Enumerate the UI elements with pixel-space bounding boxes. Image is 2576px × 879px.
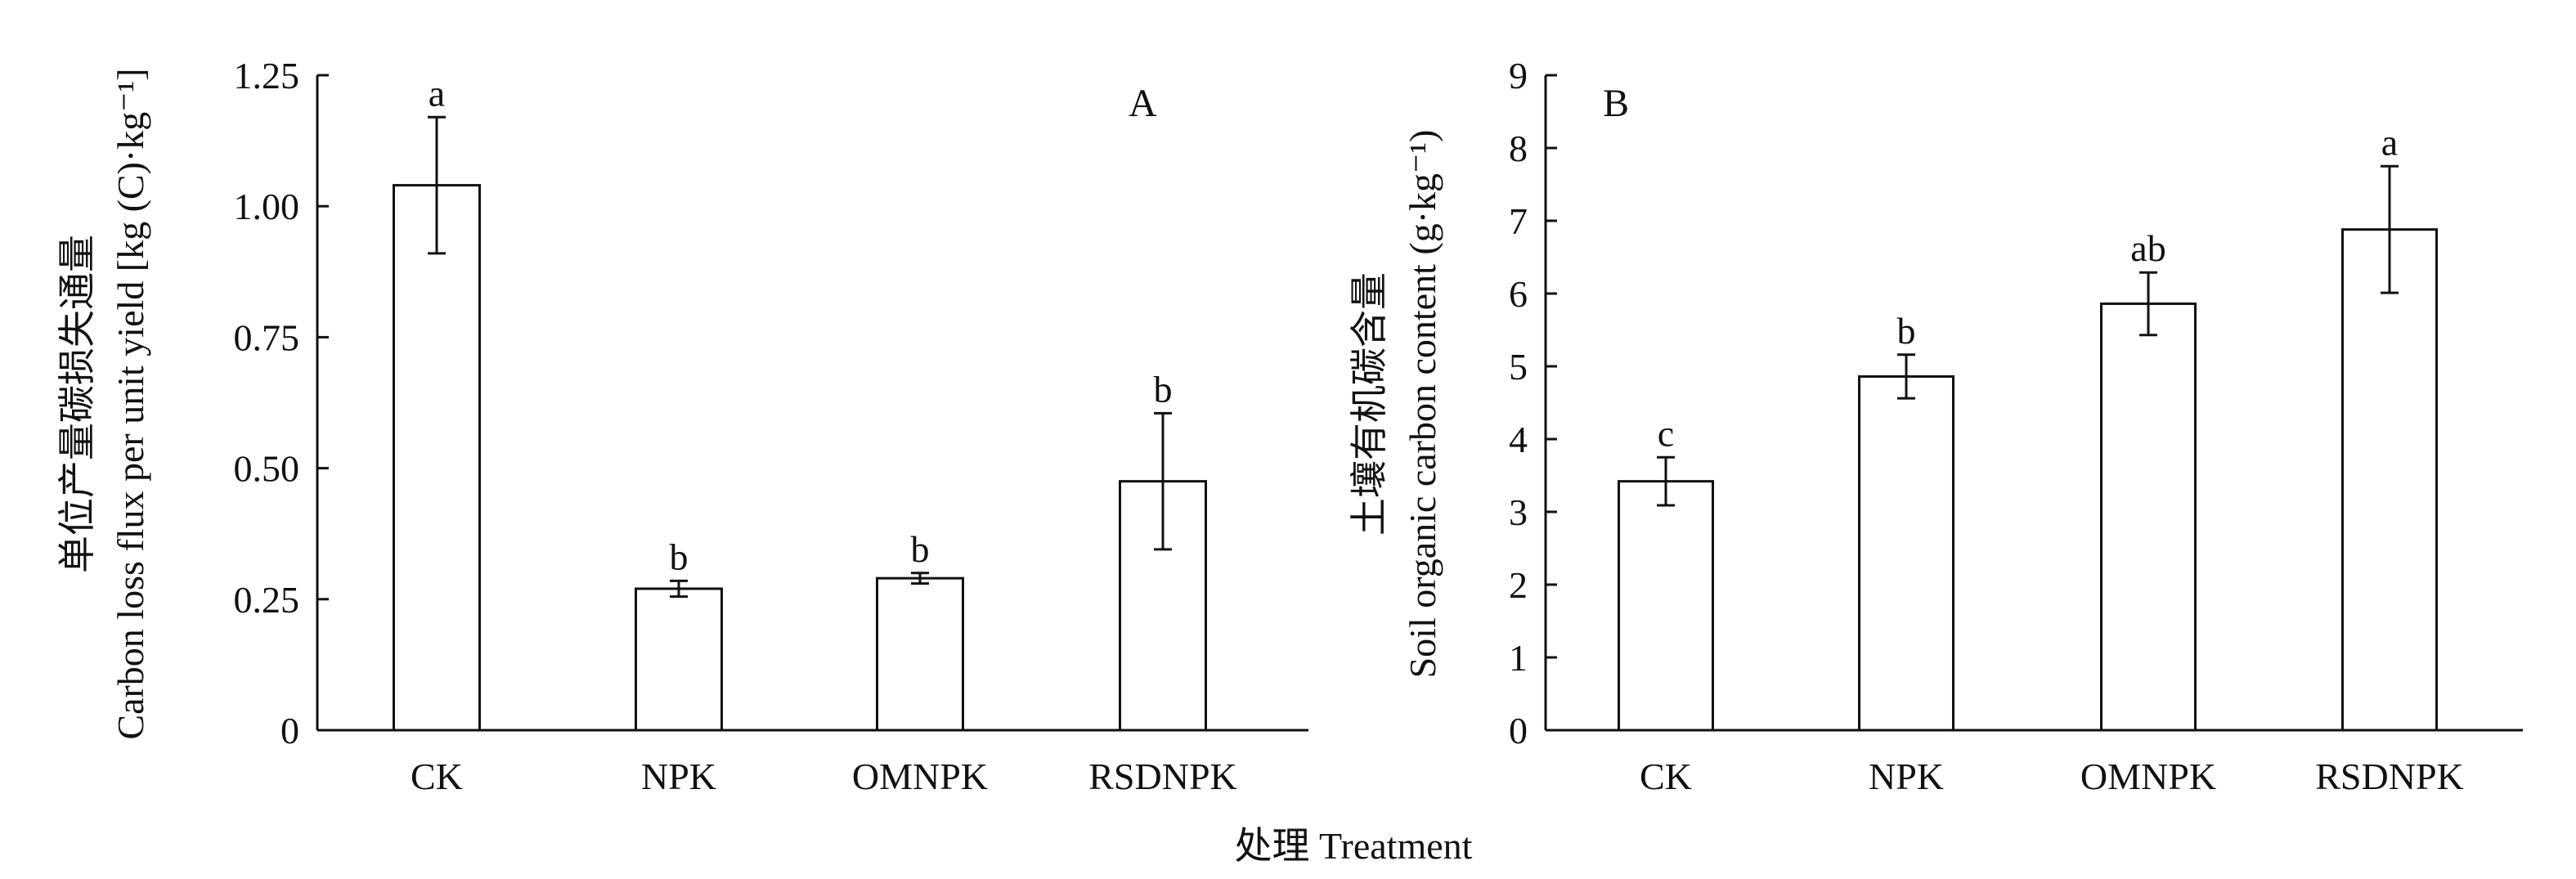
x-tick-label: OMNPK — [852, 756, 988, 797]
y-tick-label: 1.25 — [234, 55, 300, 96]
bar — [635, 587, 723, 732]
y-tick-label: 8 — [1509, 128, 1528, 169]
x-tick-label: NPK — [1869, 756, 1944, 797]
y-tick-label: 1 — [1509, 637, 1528, 679]
panel-label: A — [1129, 82, 1157, 125]
y-tick-label: 7 — [1509, 200, 1528, 242]
y-tick-label: 0.50 — [234, 448, 300, 490]
y-tick-label: 0 — [1509, 710, 1528, 751]
y-axis-label-en: Carbon loss flux per unit yield [kg (C)·… — [110, 68, 151, 739]
chart-panel-a: 0 0.25 0.50 0.75 1.00 1.25 a CK b NPK b OMNPK b RSDNP… — [56, 55, 1308, 797]
y-tick-label: 4 — [1509, 419, 1528, 460]
significance-label: c — [1658, 412, 1674, 454]
y-tick-label: 1.00 — [234, 186, 300, 227]
y-tick-label: 5 — [1509, 346, 1528, 388]
significance-label: a — [2381, 121, 2398, 163]
y-tick-label: 2 — [1509, 564, 1528, 606]
y-tick-label: 3 — [1509, 491, 1528, 533]
y-tick-label: 0.75 — [234, 316, 300, 358]
y-axis-label-en: Soil organic carbon content (g·kg⁻¹) — [1402, 130, 1443, 679]
x-tick-label: NPK — [641, 756, 716, 797]
y-tick-label: 9 — [1509, 55, 1528, 96]
x-tick-label: CK — [1640, 756, 1692, 797]
y-tick-label: 0 — [280, 710, 299, 751]
x-tick-label: OMNPK — [2080, 756, 2216, 797]
bar — [2341, 228, 2438, 732]
significance-label: a — [429, 72, 445, 114]
x-tick-label: CK — [411, 756, 463, 797]
x-tick-label: RSDNPK — [2315, 756, 2464, 797]
bar — [876, 576, 964, 732]
y-tick-label: 0.25 — [234, 579, 300, 621]
y-axis-label-cn: 土壤有机碳含量 — [1349, 272, 1390, 536]
y-axis-label-cn: 单位产量碳损失通量 — [56, 235, 98, 573]
significance-label: b — [911, 528, 930, 570]
significance-label: ab — [2130, 227, 2165, 269]
bar — [1858, 374, 1954, 732]
panel-label: B — [1603, 82, 1629, 125]
significance-label: b — [670, 536, 689, 577]
significance-label: b — [1897, 310, 1916, 352]
significance-label: b — [1154, 368, 1173, 410]
bar — [1618, 480, 1714, 732]
y-tick-label: 6 — [1509, 273, 1528, 315]
x-tick-label: RSDNPK — [1088, 756, 1237, 797]
bar — [2100, 302, 2197, 732]
chart-panel-b: 0 1 2 3 4 5 6 7 8 9 c CK b NPK ab OMNPK a RSDNPK B 土壤有机碳含量 S… — [1349, 55, 2523, 797]
bar — [393, 184, 481, 732]
x-axis-label: 处理 Treatment — [1235, 825, 1473, 867]
